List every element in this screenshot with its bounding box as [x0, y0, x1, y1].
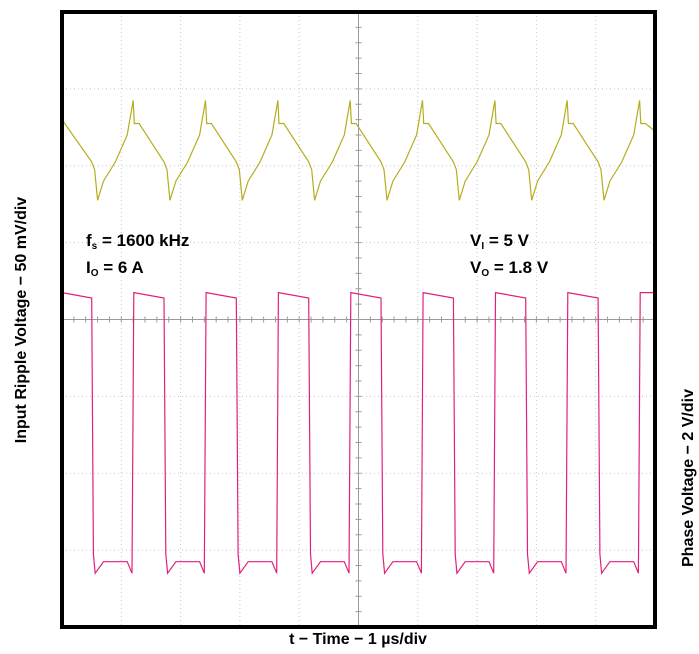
grid — [61, 11, 656, 628]
phase-voltage-trace — [61, 291, 655, 575]
annotation-io: IO = 6 A — [86, 258, 144, 279]
y-axis-label-right: Phase Voltage − 2 V/div — [680, 389, 697, 567]
plot-frame — [60, 10, 657, 629]
annotation-vi: VI = 5 V — [470, 231, 530, 252]
x-axis-label: t − Time − 1 µs/div — [289, 631, 427, 648]
annotation-fs: fs = 1600 kHz — [86, 231, 189, 252]
annotations: fs = 1600 kHz IO = 6 A VI = 5 V VO = 1.8… — [86, 231, 549, 279]
y-axis-label-left: Input Ripple Voltage − 50 mV/div — [13, 197, 30, 444]
annotation-vo: VO = 1.8 V — [470, 258, 549, 279]
input-ripple-trace — [61, 100, 656, 201]
